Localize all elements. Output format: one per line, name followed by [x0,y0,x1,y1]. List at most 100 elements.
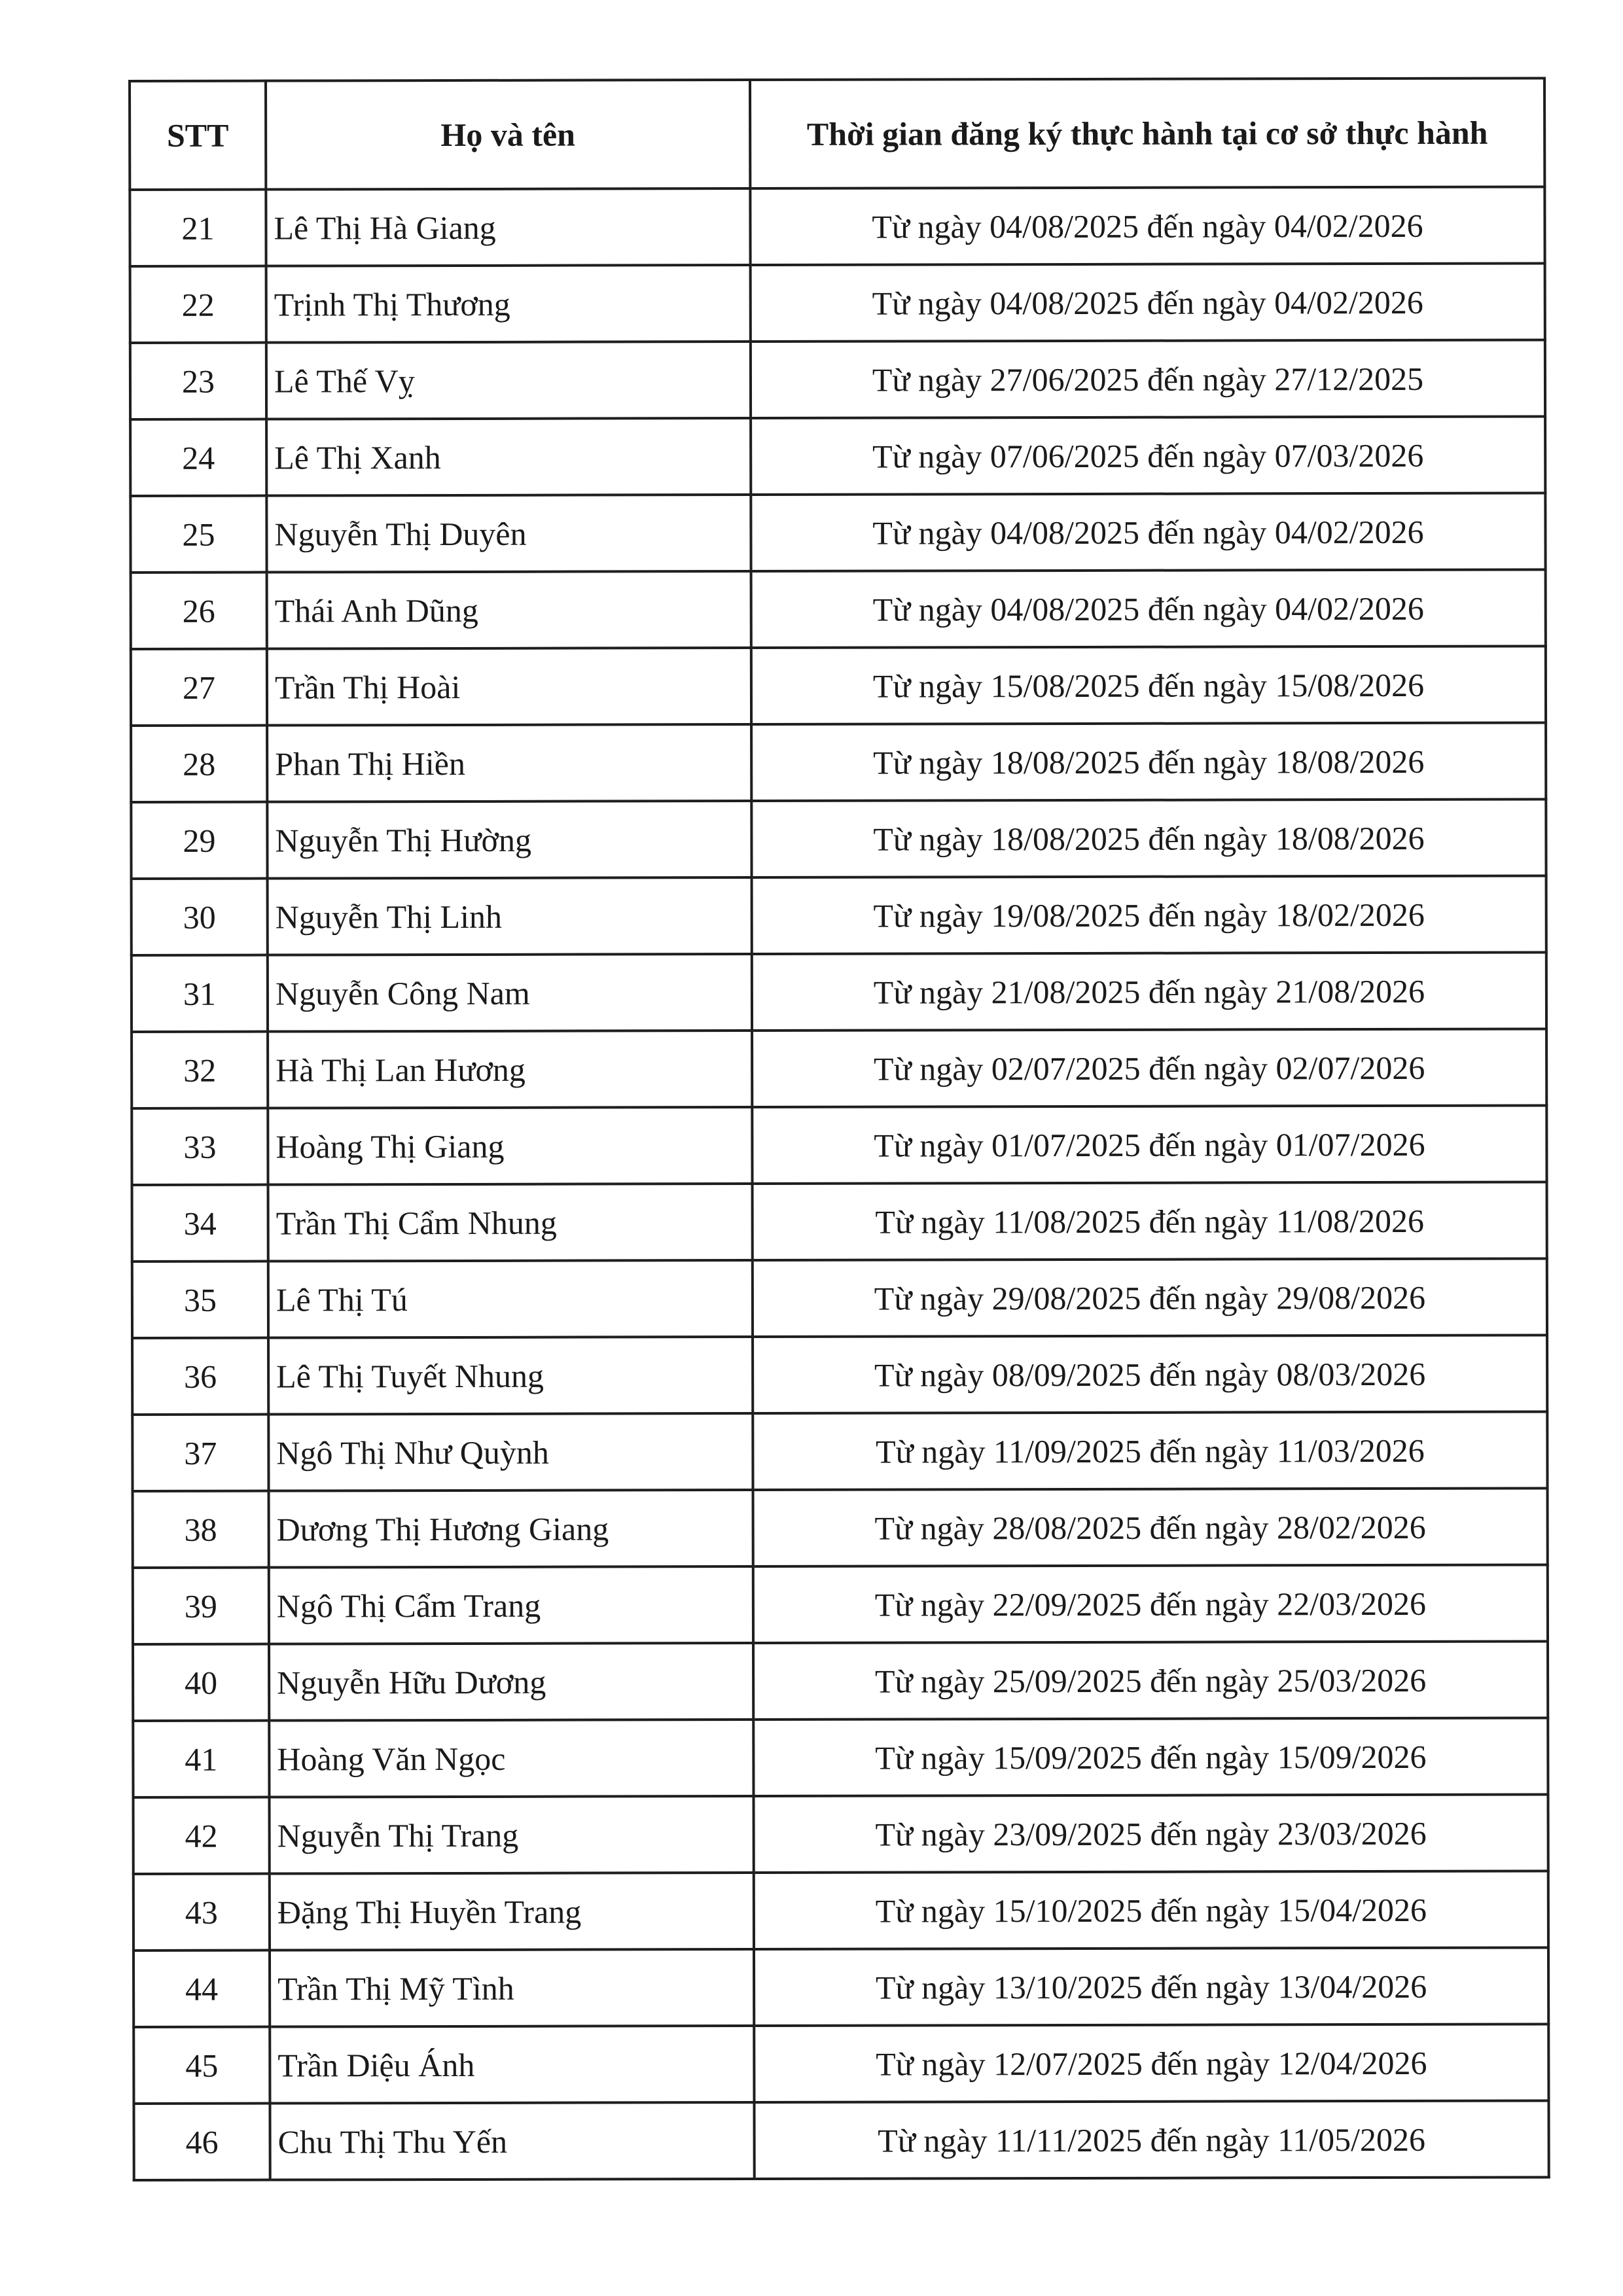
table-row: 24 Lê Thị Xanh Từ ngày 07/06/2025 đến ngày… [130,416,1546,496]
table-row: 31 Nguyễn Công Nam Từ ngày 21/08/2025 đến … [131,952,1547,1032]
period-cell: Từ ngày 22/09/2025 đến ngày 22/03/2026 [753,1564,1548,1644]
period-cell: Từ ngày 18/08/2025 đến ngày 18/08/2026 [751,722,1546,802]
table-row: 30 Nguyễn Thị Linh Từ ngày 19/08/2025 đến … [131,875,1546,955]
name-cell: Trần Thị Hoài [266,648,752,726]
table-row: 23 Lê Thế Vỵ Từ ngày 27/06/2025 đến ngày 2… [130,340,1546,419]
stt-cell: 46 [134,2103,270,2180]
period-cell: Từ ngày 11/08/2025 đến ngày 11/08/2026 [752,1182,1547,1261]
name-cell: Lê Thị Tú [268,1260,753,1338]
table-row: 21 Lê Thị Hà Giang Từ ngày 04/08/2025 đến … [130,186,1545,266]
table-row: 43 Đặng Thị Huyền Trang Từ ngày 15/10/2025… [133,1871,1548,1951]
name-cell: Trần Diệu Ánh [270,2026,755,2104]
stt-cell: 27 [130,648,268,726]
stt-cell: 30 [131,878,268,955]
stt-cell: 45 [134,2026,270,2104]
header-name: Họ và tên [266,80,751,190]
table-row: 37 Ngô Thị Như Quỳnh Từ ngày 11/09/2025 đế… [132,1411,1548,1491]
name-cell: Ngô Thị Cẩm Trang [268,1566,754,1644]
stt-cell: 39 [132,1567,270,1644]
table-row: 27 Trần Thị Hoài Từ ngày 15/08/2025 đến ng… [130,646,1546,726]
table-row: 42 Nguyễn Thị Trang Từ ngày 23/09/2025 đến… [133,1794,1548,1874]
table-row: 25 Nguyễn Thị Duyên Từ ngày 04/08/2025 đến… [130,493,1546,573]
period-cell: Từ ngày 21/08/2025 đến ngày 21/08/2026 [751,952,1547,1031]
stt-cell: 21 [130,189,266,266]
period-cell: Từ ngày 11/11/2025 đến ngày 11/05/2026 [754,2100,1549,2180]
stt-cell: 41 [133,1720,270,1797]
table-row: 22 Trịnh Thị Thương Từ ngày 04/08/2025 đến… [130,263,1545,343]
name-cell: Trần Thị Mỹ Tình [269,1949,755,2027]
stt-cell: 35 [132,1261,269,1338]
stt-cell: 32 [132,1031,268,1108]
period-cell: Từ ngày 02/07/2025 đến ngày 02/07/2026 [752,1029,1547,1108]
period-cell: Từ ngày 12/07/2025 đến ngày 12/04/2026 [754,2024,1549,2103]
stt-cell: 24 [130,419,267,496]
name-cell: Lê Thế Vỵ [266,342,751,419]
table-row: 29 Nguyễn Thị Hường Từ ngày 18/08/2025 đến… [131,799,1546,879]
table-row: 46 Chu Thị Thu Yến Từ ngày 11/11/2025 đến … [134,2100,1549,2180]
stt-cell: 42 [133,1797,270,1874]
stt-cell: 40 [133,1644,270,1721]
period-cell: Từ ngày 15/08/2025 đến ngày 15/08/2026 [751,646,1546,725]
period-cell: Từ ngày 11/09/2025 đến ngày 11/03/2026 [753,1411,1548,1491]
name-cell: Trần Thị Cẩm Nhung [268,1184,753,1262]
table-row: 41 Hoàng Văn Ngọc Từ ngày 15/09/2025 đến n… [133,1718,1548,1797]
period-cell: Từ ngày 08/09/2025 đến ngày 08/03/2026 [753,1335,1548,1414]
name-cell: Lê Thị Xanh [266,418,751,496]
name-cell: Nguyễn Hữu Dương [269,1643,754,1721]
stt-cell: 22 [130,266,266,343]
stt-cell: 36 [132,1337,269,1415]
stt-cell: 33 [132,1108,268,1185]
name-cell: Lê Thị Hà Giang [266,188,751,266]
period-cell: Từ ngày 19/08/2025 đến ngày 18/02/2026 [751,875,1546,955]
period-cell: Từ ngày 27/06/2025 đến ngày 27/12/2025 [750,340,1546,419]
period-cell: Từ ngày 04/08/2025 đến ngày 04/02/2026 [751,569,1546,648]
period-cell: Từ ngày 18/08/2025 đến ngày 18/08/2026 [751,799,1546,878]
period-cell: Từ ngày 28/08/2025 đến ngày 28/02/2026 [753,1488,1548,1567]
table-row: 45 Trần Diệu Ánh Từ ngày 12/07/2025 đến ng… [134,2024,1549,2104]
period-cell: Từ ngày 04/08/2025 đến ngày 04/02/2026 [750,186,1545,266]
stt-cell: 31 [131,955,268,1032]
period-cell: Từ ngày 23/09/2025 đến ngày 23/03/2026 [753,1794,1548,1873]
registration-table: STT Họ và tên Thời gian đăng ký thực hàn… [128,77,1550,2181]
table-row: 33 Hoàng Thị Giang Từ ngày 01/07/2025 đến … [132,1105,1547,1185]
name-cell: Nguyễn Thị Hường [267,801,752,879]
table-row: 28 Phan Thị Hiền Từ ngày 18/08/2025 đến ng… [131,722,1546,802]
stt-cell: 37 [132,1414,269,1491]
stt-cell: 26 [130,572,267,649]
name-cell: Lê Thị Tuyết Nhung [268,1337,753,1415]
period-cell: Từ ngày 29/08/2025 đến ngày 29/08/2026 [752,1258,1548,1337]
name-cell: Dương Thị Hương Giang [268,1490,753,1568]
stt-cell: 23 [130,342,267,419]
name-cell: Hoàng Văn Ngọc [269,1720,754,1797]
period-cell: Từ ngày 13/10/2025 đến ngày 13/04/2026 [753,1947,1549,2026]
stt-cell: 44 [133,1950,270,2027]
stt-cell: 38 [132,1491,269,1568]
name-cell: Hoàng Thị Giang [268,1107,753,1185]
name-cell: Nguyễn Thị Duyên [266,495,751,573]
period-cell: Từ ngày 15/10/2025 đến ngày 15/04/2026 [753,1871,1548,1950]
period-cell: Từ ngày 04/08/2025 đến ngày 04/02/2026 [750,263,1545,342]
name-cell: Phan Thị Hiền [267,724,752,802]
period-cell: Từ ngày 07/06/2025 đến ngày 07/03/2026 [751,416,1546,495]
name-cell: Đặng Thị Huyền Trang [269,1873,754,1951]
table-row: 26 Thái Anh Dũng Từ ngày 04/08/2025 đến ng… [130,569,1546,649]
period-cell: Từ ngày 01/07/2025 đến ngày 01/07/2026 [752,1105,1547,1184]
table-row: 35 Lê Thị Tú Từ ngày 29/08/2025 đến ngày 2… [132,1258,1548,1338]
stt-cell: 43 [133,1873,270,1951]
table-row: 36 Lê Thị Tuyết Nhung Từ ngày 08/09/2025 đ… [132,1335,1548,1415]
stt-cell: 29 [131,802,268,879]
header-period: Thời gian đăng ký thực hành tại cơ sở th… [750,78,1545,189]
name-cell: Nguyễn Thị Linh [267,877,752,955]
stt-cell: 25 [130,495,267,573]
header-row: STT Họ và tên Thời gian đăng ký thực hàn… [130,78,1545,190]
stt-cell: 34 [132,1184,268,1262]
name-cell: Nguyễn Công Nam [267,954,753,1032]
period-cell: Từ ngày 15/09/2025 đến ngày 15/09/2026 [753,1718,1548,1797]
table-row: 38 Dương Thị Hương Giang Từ ngày 28/08/202… [132,1488,1548,1568]
table-row: 44 Trần Thị Mỹ Tình Từ ngày 13/10/2025 đến… [133,1947,1549,2027]
name-cell: Thái Anh Dũng [266,571,751,649]
header-stt: STT [130,80,266,190]
name-cell: Ngô Thị Như Quỳnh [268,1413,753,1491]
name-cell: Chu Thị Thu Yến [270,2102,755,2180]
stt-cell: 28 [131,725,268,802]
